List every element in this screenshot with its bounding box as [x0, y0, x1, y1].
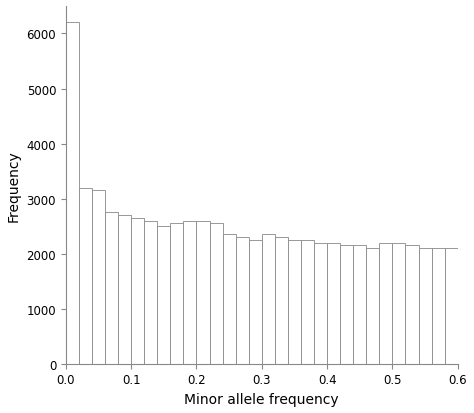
- Bar: [262, 235, 275, 364]
- Bar: [105, 213, 118, 364]
- Bar: [405, 246, 419, 364]
- Bar: [275, 237, 288, 364]
- Bar: [131, 218, 144, 364]
- Bar: [445, 249, 458, 364]
- Bar: [197, 221, 210, 364]
- Bar: [170, 224, 183, 364]
- Bar: [314, 243, 327, 364]
- Bar: [249, 240, 262, 364]
- Bar: [66, 24, 79, 364]
- Bar: [366, 249, 379, 364]
- X-axis label: Minor allele frequency: Minor allele frequency: [184, 392, 339, 406]
- Bar: [236, 237, 249, 364]
- Bar: [210, 224, 223, 364]
- Bar: [92, 191, 105, 364]
- Y-axis label: Frequency: Frequency: [7, 150, 21, 221]
- Bar: [288, 240, 301, 364]
- Bar: [471, 257, 474, 364]
- Bar: [392, 243, 405, 364]
- Bar: [223, 235, 236, 364]
- Bar: [379, 243, 392, 364]
- Bar: [353, 246, 366, 364]
- Bar: [144, 221, 157, 364]
- Bar: [157, 227, 170, 364]
- Bar: [327, 243, 340, 364]
- Bar: [118, 216, 131, 364]
- Bar: [183, 221, 197, 364]
- Bar: [458, 252, 471, 364]
- Bar: [432, 249, 445, 364]
- Bar: [79, 188, 92, 364]
- Bar: [419, 249, 432, 364]
- Bar: [340, 246, 353, 364]
- Bar: [301, 240, 314, 364]
